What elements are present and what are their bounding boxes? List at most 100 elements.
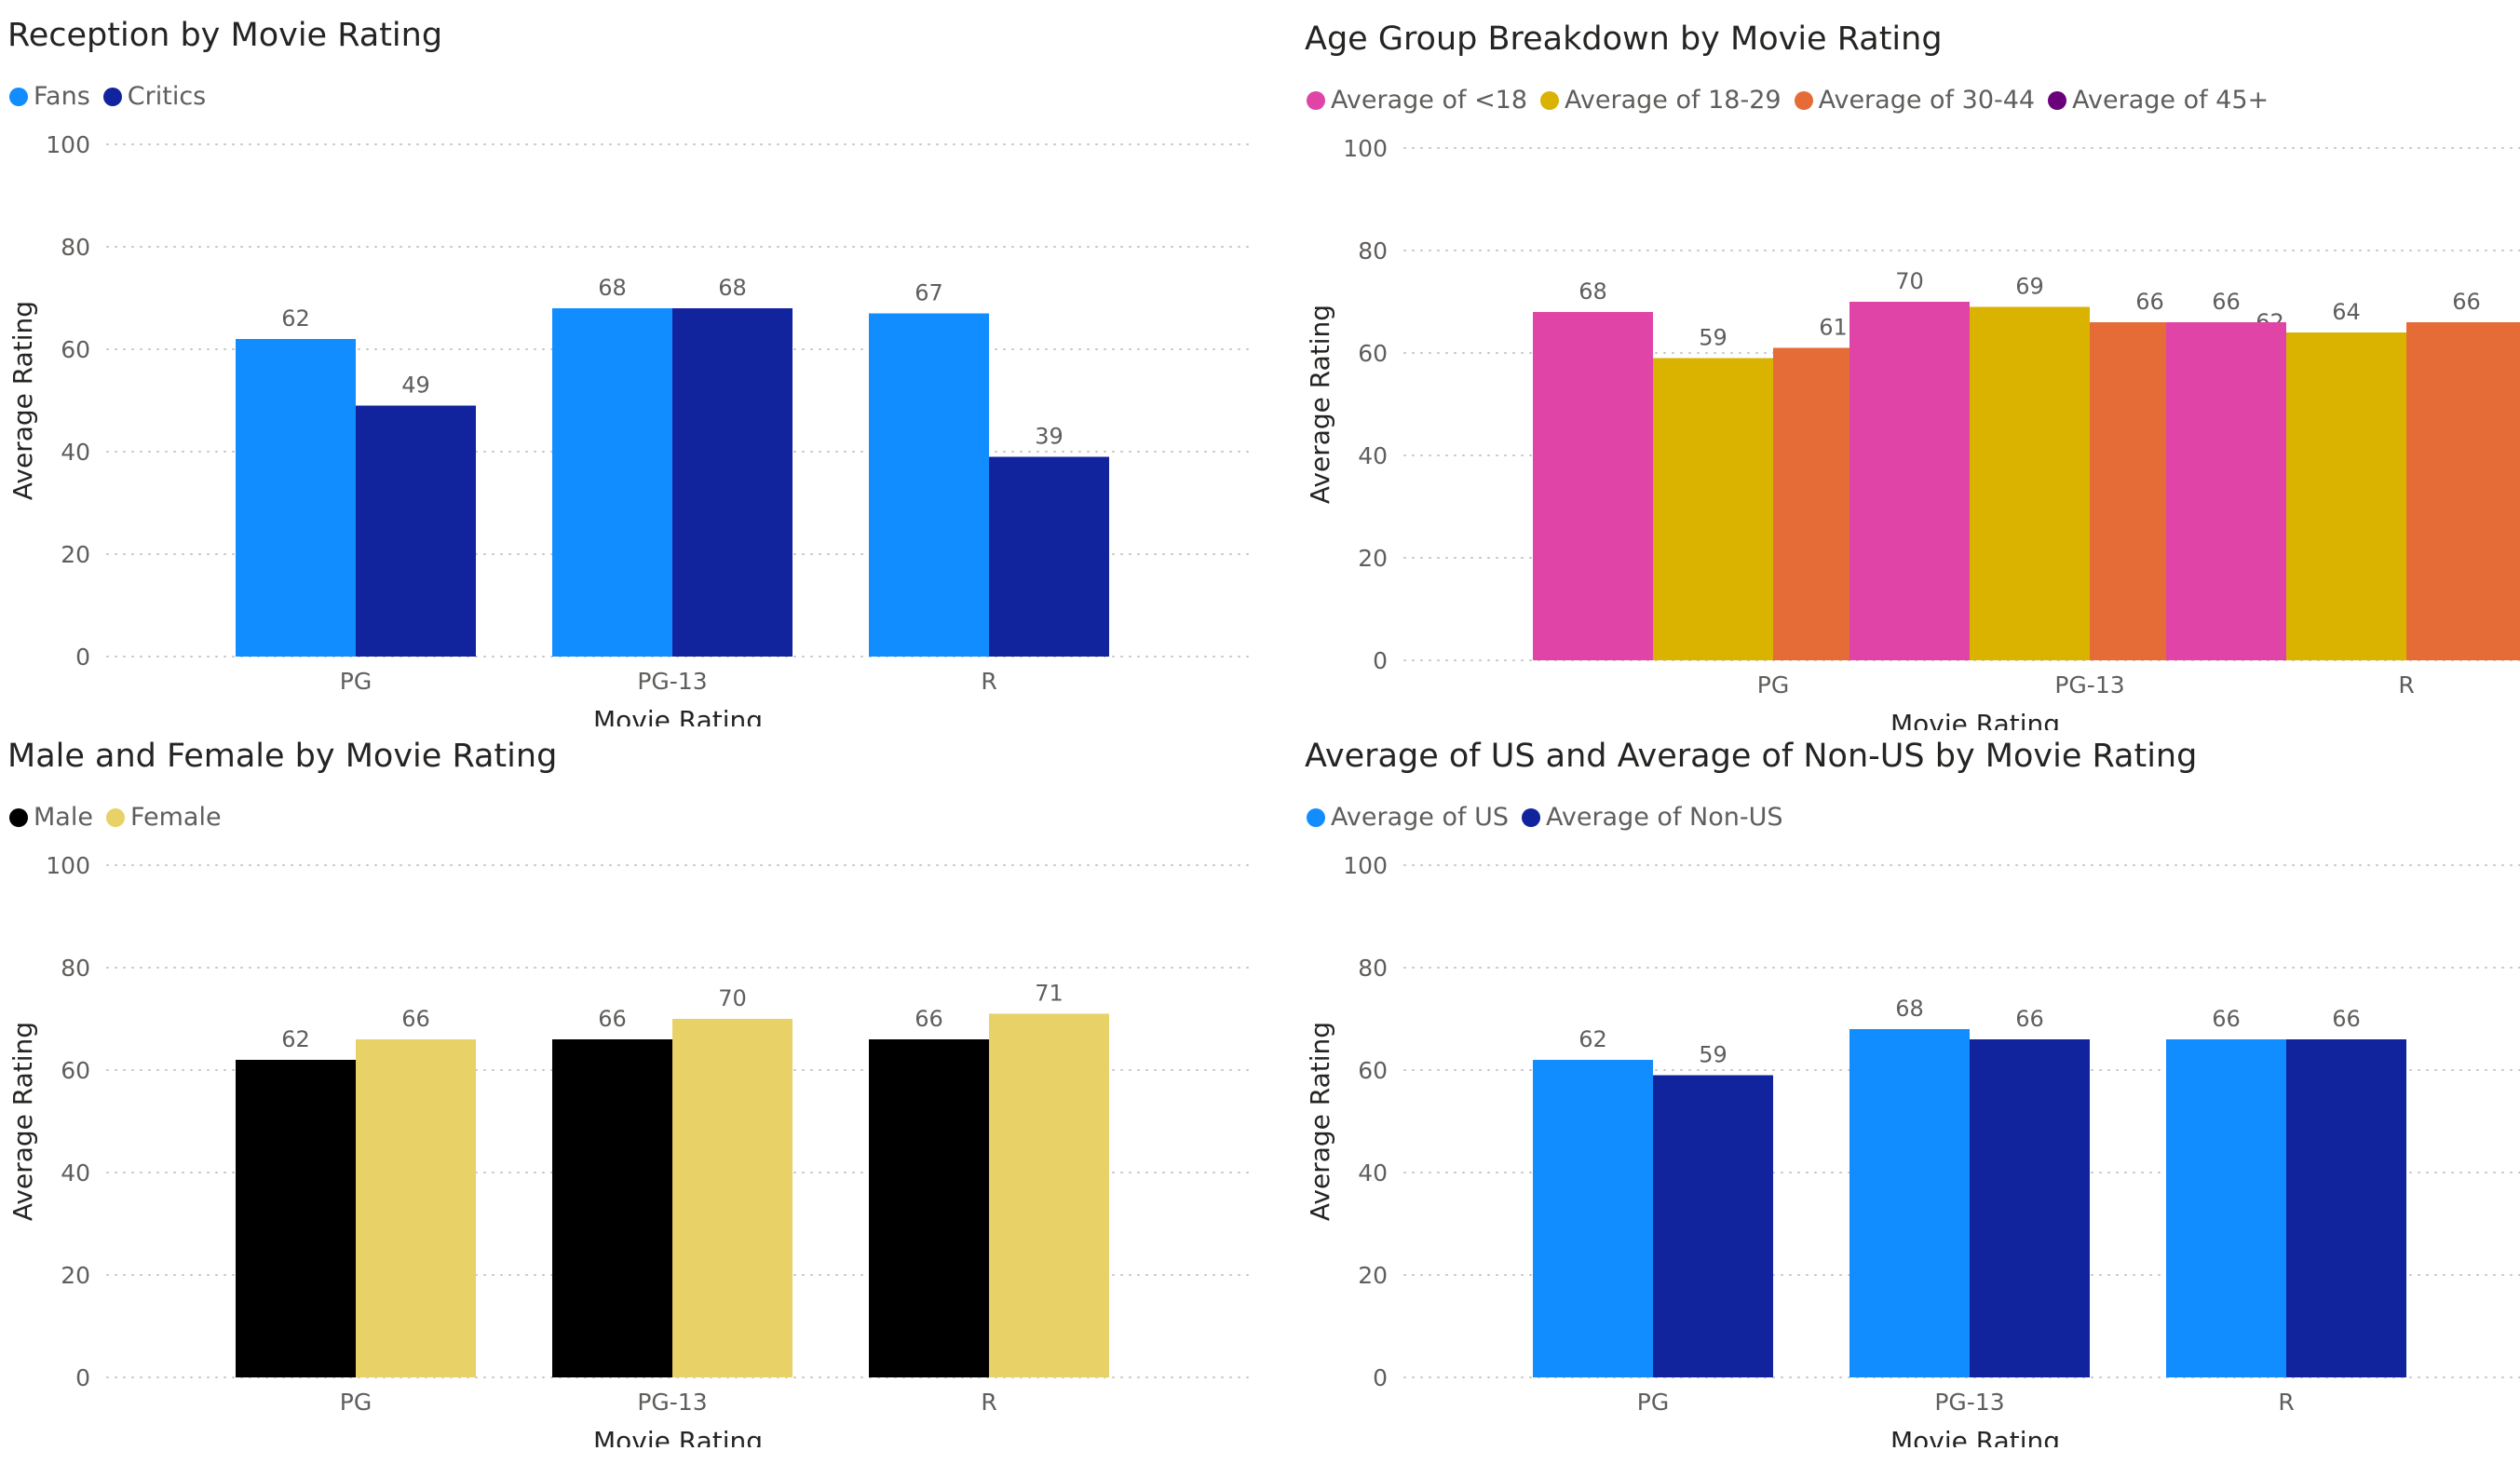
x-tick-label: R [981, 1389, 996, 1416]
legend-dot-icon [1307, 807, 1325, 827]
bar[interactable] [1653, 358, 1773, 661]
y-axis-title: Average Rating [1305, 305, 1335, 504]
legend-item[interactable]: Fans [9, 82, 90, 111]
bar[interactable] [1533, 312, 1653, 660]
y-tick-label: 0 [75, 1364, 90, 1391]
bar[interactable] [356, 405, 476, 658]
bar[interactable] [236, 1060, 356, 1377]
x-tick-label: PG [1757, 671, 1789, 698]
y-tick-label: 80 [1358, 237, 1388, 264]
data-label: 59 [1699, 1042, 1727, 1068]
bar[interactable] [1849, 1029, 1970, 1377]
y-tick-label: 100 [46, 852, 90, 879]
y-tick-label: 80 [61, 955, 90, 982]
y-axis-title: Average Rating [1305, 1022, 1335, 1221]
legend-dot-icon [2048, 90, 2067, 110]
bar[interactable] [356, 1039, 476, 1377]
y-tick-label: 100 [1343, 135, 1388, 162]
y-tick-label: 0 [1373, 647, 1388, 674]
legend-item[interactable]: Female [105, 803, 222, 832]
legend-label: Female [129, 803, 222, 832]
bar[interactable] [2166, 1039, 2286, 1377]
legend-dot-icon [102, 87, 122, 106]
data-label: 59 [1699, 325, 1727, 351]
data-label: 62 [281, 1026, 310, 1052]
bar[interactable] [869, 1039, 989, 1377]
bar[interactable] [552, 1039, 672, 1377]
x-tick-label: R [2398, 671, 2414, 698]
bar[interactable] [989, 1013, 1109, 1378]
y-axis-title: Average Rating [7, 301, 38, 500]
bar[interactable] [2166, 322, 2286, 660]
legend-item[interactable]: Male [9, 803, 93, 832]
bar[interactable] [1653, 1075, 1773, 1378]
y-tick-label: 40 [61, 439, 90, 466]
data-label: 69 [2015, 274, 2044, 300]
bar[interactable] [1970, 306, 2090, 661]
y-tick-label: 40 [61, 1159, 90, 1186]
chart-legend[interactable]: Average of US Average of Non-US [1307, 803, 1796, 832]
legend-item[interactable]: Average of <18 [1307, 86, 1527, 115]
data-label: 71 [1035, 981, 1064, 1007]
bar[interactable] [2286, 332, 2406, 660]
chart-title: Male and Female by Movie Rating [7, 738, 558, 775]
data-label: 66 [2135, 289, 2164, 315]
bar[interactable] [1970, 1039, 2090, 1377]
chart-legend[interactable]: Fans Critics [9, 82, 219, 111]
y-tick-label: 0 [1373, 1364, 1388, 1391]
x-axis-title: Movie Rating [593, 1426, 763, 1447]
legend-label: Male [34, 803, 93, 832]
legend-label: Average of Non-US [1545, 803, 1783, 832]
y-tick-label: 80 [1358, 955, 1388, 982]
bar[interactable] [989, 456, 1109, 658]
y-axis-title: Average Rating [7, 1022, 38, 1221]
bar[interactable] [2286, 1039, 2406, 1377]
data-label: 70 [718, 985, 747, 1011]
y-tick-label: 0 [75, 644, 90, 671]
data-label: 66 [2212, 289, 2241, 315]
legend-item[interactable]: Average of 18-29 [1540, 86, 1782, 115]
y-tick-label: 60 [61, 1057, 90, 1084]
x-tick-label: R [2278, 1389, 2294, 1416]
data-label: 66 [2452, 289, 2481, 315]
legend-item[interactable]: Average of US [1307, 803, 1509, 832]
legend-label: Critics [127, 82, 207, 111]
x-axis-title: Movie Rating [1890, 1426, 2060, 1447]
data-label: 68 [598, 275, 627, 301]
bar[interactable] [869, 313, 989, 658]
bar[interactable] [552, 308, 672, 657]
legend-dot-icon [1521, 807, 1540, 827]
data-label: 68 [718, 275, 747, 301]
data-label: 61 [1819, 315, 1848, 341]
data-label: 66 [401, 1006, 430, 1032]
bar-chart-us-nonus: 0 20 40 60 80 100 62 59 PG 68 66 PG-13 66 66 R Movie Ra… [1305, 852, 2520, 1447]
legend-label: Average of <18 [1331, 86, 1528, 115]
x-tick-label: PG-13 [1934, 1389, 2004, 1416]
legend-dot-icon [9, 807, 28, 827]
bar[interactable] [2406, 322, 2520, 660]
x-axis-title: Movie Rating [593, 705, 763, 726]
data-label: 49 [401, 373, 430, 399]
x-tick-label: PG [340, 668, 372, 695]
bar[interactable] [672, 308, 793, 657]
legend-item[interactable]: Average of 45+ [2048, 86, 2269, 115]
chart-panel-gender: Male and Female by Movie Rating Male Fema… [0, 721, 1260, 1447]
chart-legend[interactable]: Male Female [9, 803, 235, 832]
legend-dot-icon [105, 807, 125, 827]
data-label: 68 [1895, 996, 1924, 1022]
legend-item[interactable]: Critics [102, 82, 207, 111]
x-tick-label: PG [1637, 1389, 1669, 1416]
bar[interactable] [1533, 1060, 1653, 1377]
bar-chart-gender: 0 20 40 60 80 100 62 66 PG 66 70 PG-13 66 71 R Movie Ra… [7, 852, 1249, 1447]
data-label: 67 [915, 280, 943, 306]
x-tick-label: PG-13 [637, 668, 707, 695]
y-tick-label: 100 [46, 131, 90, 158]
chart-legend[interactable]: Average of <18 Average of 18-29 Average of… [1307, 86, 2282, 115]
bar[interactable] [236, 339, 356, 657]
bar[interactable] [1849, 302, 1970, 660]
bar[interactable] [672, 1019, 793, 1377]
legend-item[interactable]: Average of 30-44 [1794, 86, 2035, 115]
legend-item[interactable]: Average of Non-US [1521, 803, 1783, 832]
legend-dot-icon [9, 87, 28, 106]
legend-label: Average of 18-29 [1565, 86, 1782, 115]
